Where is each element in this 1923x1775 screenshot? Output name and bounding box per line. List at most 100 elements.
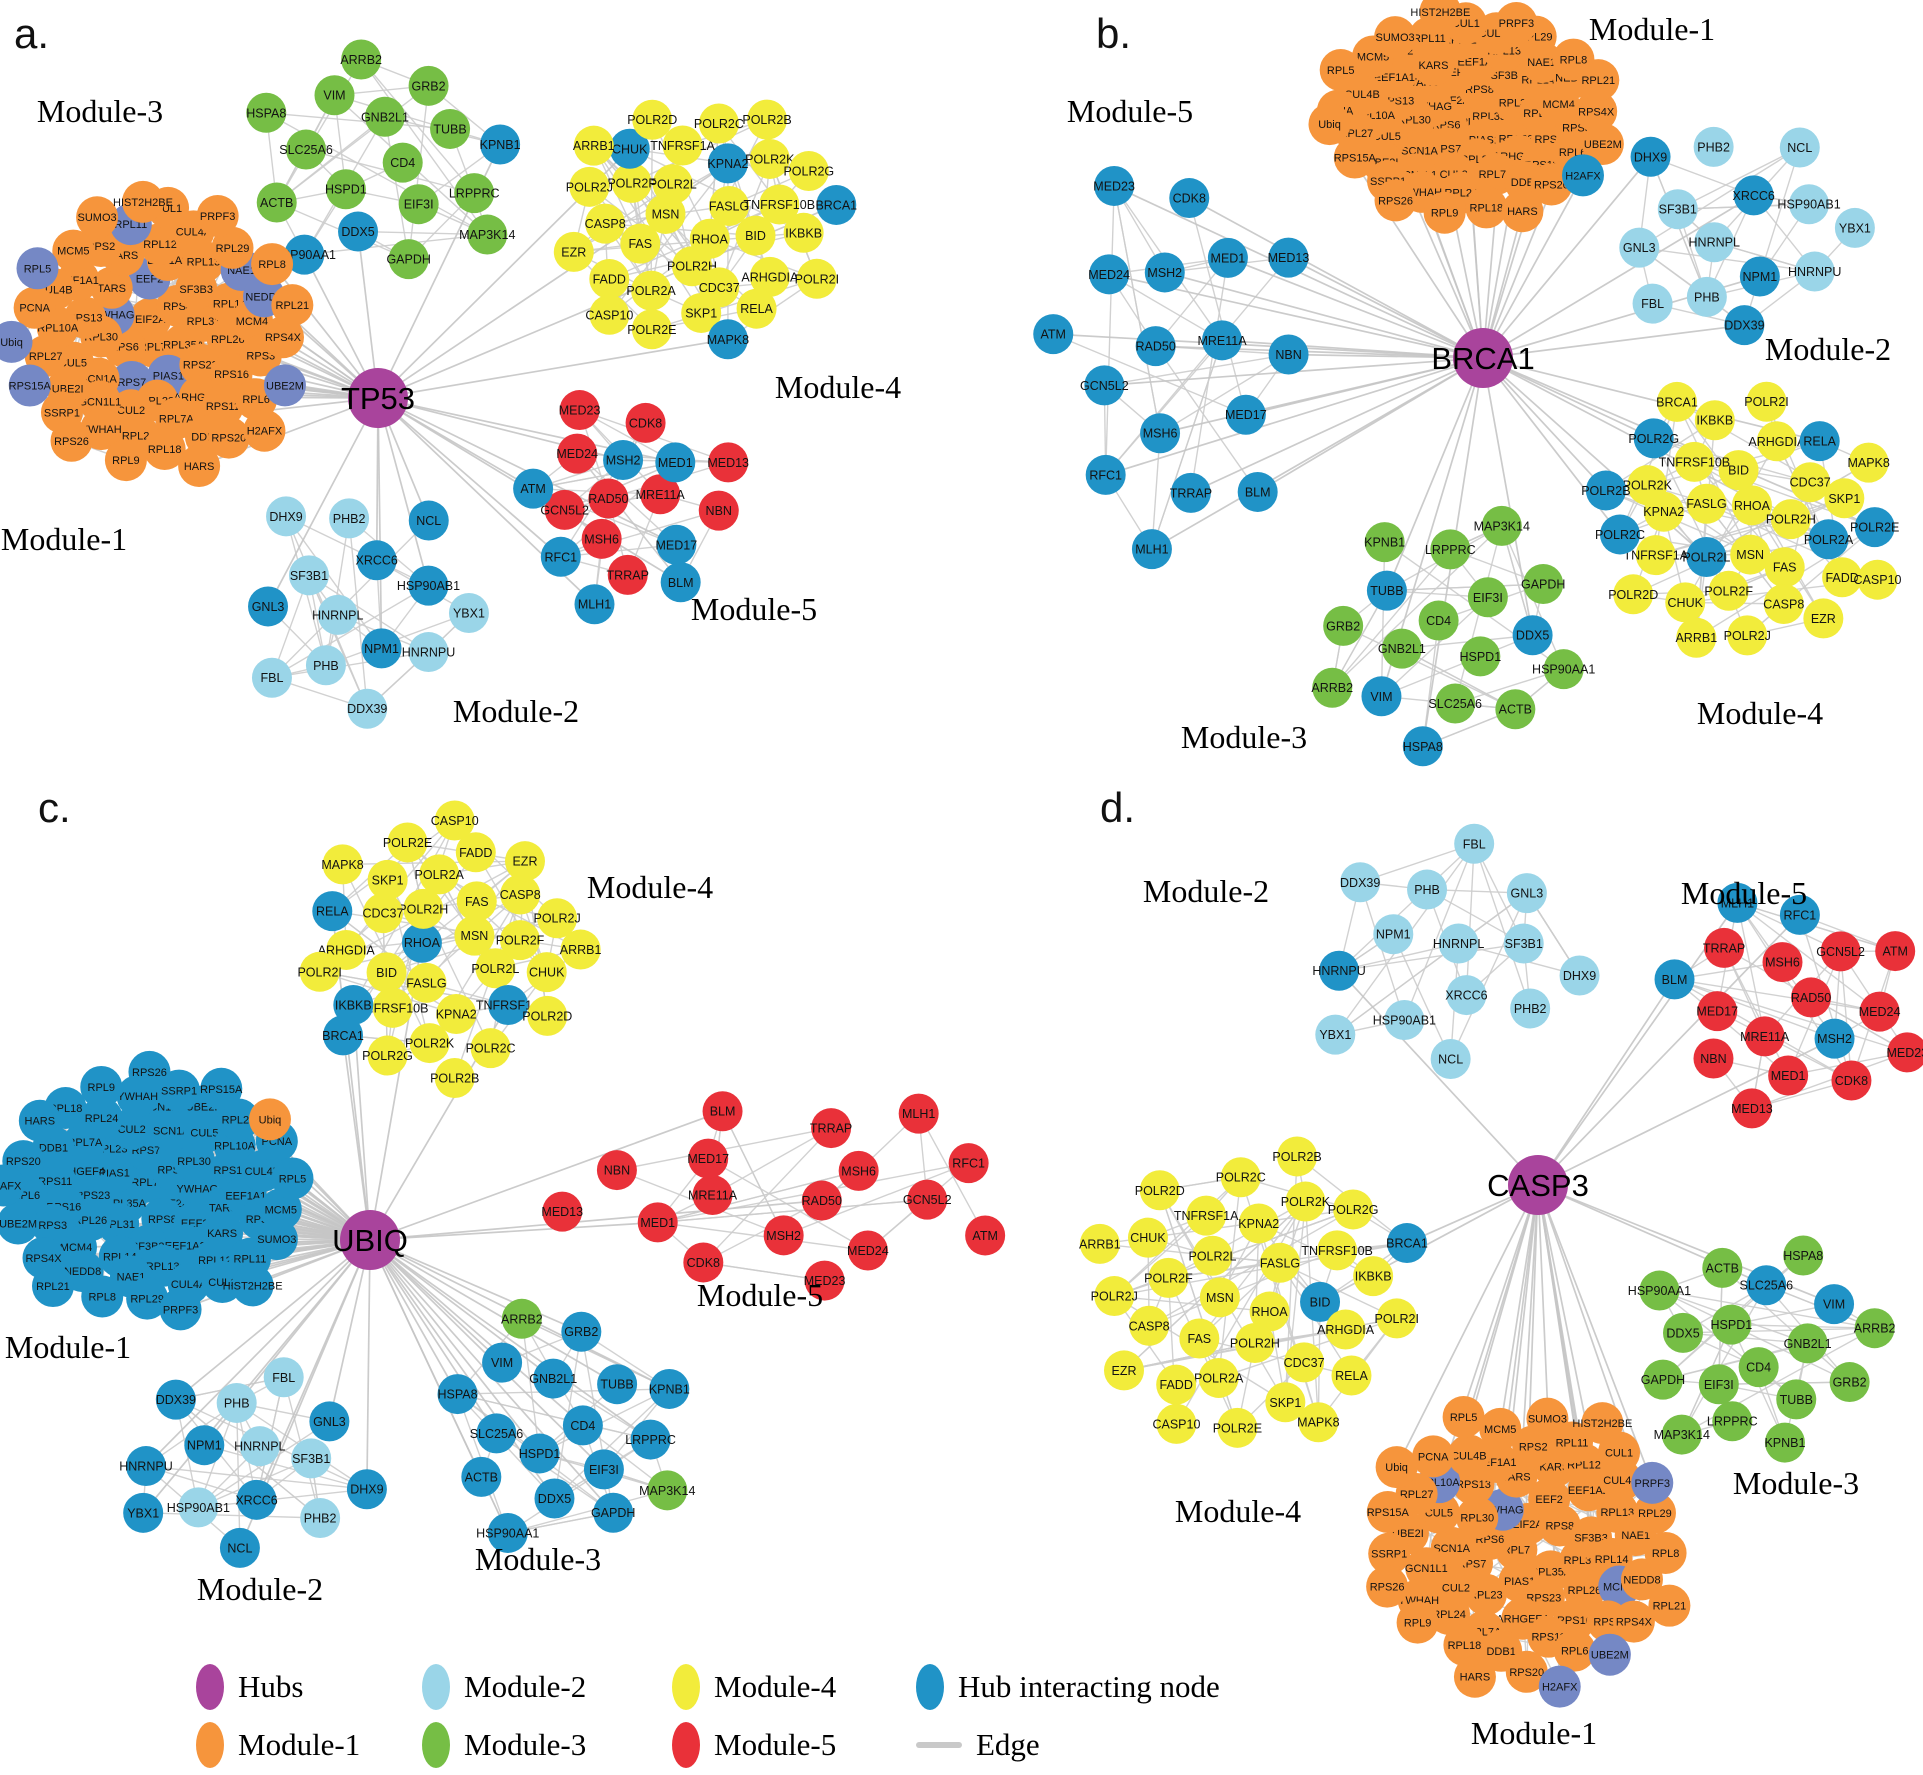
node-label-NCL: NCL <box>1438 1053 1463 1067</box>
node-label-DHX9: DHX9 <box>1563 969 1596 983</box>
node-label-SKP1: SKP1 <box>1828 492 1860 506</box>
node-label-RPL8: RPL8 <box>1652 1548 1680 1560</box>
node-label-POLR2D: POLR2D <box>627 113 677 127</box>
node-label-DDX39: DDX39 <box>1340 876 1380 890</box>
node-SLC25A6 <box>476 1413 517 1454</box>
node-label-MSH2: MSH2 <box>606 453 641 467</box>
node-PCNA <box>1412 1435 1455 1478</box>
node-label-SLC25A6: SLC25A6 <box>1740 1279 1794 1293</box>
node-RFC1 <box>540 536 581 577</box>
node-label-NPM1: NPM1 <box>1376 928 1411 942</box>
node-label-HSPD1: HSPD1 <box>1711 1318 1753 1332</box>
node-MSN <box>454 915 495 956</box>
node-GCN5L2 <box>907 1179 948 1220</box>
node-EZR <box>1803 598 1844 639</box>
node-MLH1 <box>898 1093 939 1134</box>
node-label-SF3B1: SF3B1 <box>292 1452 330 1466</box>
node-label-HNRNPU: HNRNPU <box>119 1460 172 1474</box>
node-label-NCL: NCL <box>1787 141 1812 155</box>
node-label-FASLG: FASLG <box>1260 1256 1300 1270</box>
node-POLR2K <box>749 138 790 179</box>
node-FBL <box>251 657 292 698</box>
node-label-FAS: FAS <box>628 237 652 251</box>
node-BID <box>1718 450 1759 491</box>
node-ARRB1 <box>560 929 601 970</box>
node-SLC25A6 <box>286 129 327 170</box>
node-MCM5 <box>52 229 95 272</box>
node-GRB2 <box>1829 1362 1870 1403</box>
node-SF3B1 <box>1657 189 1698 230</box>
node-label-KPNB1: KPNB1 <box>1364 536 1405 550</box>
node-CASP8 <box>585 203 626 244</box>
node-label-CDK8: CDK8 <box>687 1256 720 1270</box>
node-label-RPL7A: RPL7A <box>67 1137 103 1149</box>
node-label-RPL13: RPL13 <box>187 257 221 269</box>
node-label-PHB2: PHB2 <box>1514 1002 1547 1016</box>
node-UBE2M <box>1581 122 1624 165</box>
node-H2AFX <box>243 409 286 452</box>
node-RAD50 <box>801 1180 842 1221</box>
node-label-RPL9: RPL9 <box>1404 1618 1432 1630</box>
node-label-SSRP1: SSRP1 <box>44 407 80 419</box>
node-DDX5 <box>1662 1312 1703 1353</box>
node-LRPPRC <box>1712 1401 1753 1442</box>
node-GNL3 <box>1619 227 1660 268</box>
node-YBX1 <box>1834 207 1875 248</box>
node-HIST2H2BE <box>121 180 164 223</box>
hub-label-BRCA1: BRCA1 <box>1431 341 1534 376</box>
node-label-RPL7: RPL7 <box>131 1177 159 1189</box>
node-label-RPL6: RPL6 <box>1561 1646 1589 1658</box>
node-label-RFC1: RFC1 <box>1089 468 1122 482</box>
node-label-BLM: BLM <box>1662 973 1688 987</box>
node-HSP90AB1 <box>178 1487 219 1528</box>
node-label-FADD: FADD <box>459 846 492 860</box>
node-label-TRRAP: TRRAP <box>1703 941 1745 955</box>
node-label-RPS26: RPS26 <box>1378 195 1413 207</box>
node-POLR2I <box>299 951 340 992</box>
node-HNRNPL <box>317 594 358 635</box>
node-label-MCM5: MCM5 <box>57 246 89 258</box>
node-label-RPL10A: RPL10A <box>214 1140 256 1152</box>
node-label-RPS8: RPS8 <box>148 1214 177 1226</box>
node-DDX39 <box>1340 862 1381 903</box>
node-label-RPL9: RPL9 <box>112 455 140 467</box>
node-RPS26 <box>128 1050 171 1093</box>
node-label-MCM5: MCM5 <box>1484 1424 1516 1436</box>
module-label-a-module-1: Module-1 <box>1 521 127 557</box>
node-label-SF3B3: SF3B3 <box>179 284 213 296</box>
node-label-RAD50: RAD50 <box>1791 991 1831 1005</box>
node-label-POLR2H: POLR2H <box>1230 1336 1280 1350</box>
node-PHB <box>216 1382 257 1423</box>
node-label-HIST2H2BE: HIST2H2BE <box>223 1280 283 1292</box>
node-BRCA1 <box>1386 1223 1427 1264</box>
node-label-NPM1: NPM1 <box>364 642 399 656</box>
node-label-MSN: MSN <box>652 207 680 221</box>
node-label-TUBB: TUBB <box>600 1378 633 1392</box>
node-DDX5 <box>534 1478 575 1519</box>
node-label-RPS26: RPS26 <box>132 1067 167 1079</box>
node-label-GNB2L1: GNB2L1 <box>1378 642 1426 656</box>
node-label-RPS7: RPS7 <box>117 377 146 389</box>
node-SF3B1 <box>291 1438 332 1479</box>
node-label-RPL12: RPL12 <box>143 239 177 251</box>
node-label-YBX1: YBX1 <box>1839 221 1871 235</box>
node-label-MED24: MED24 <box>1088 268 1130 282</box>
node-TNFRSF1A <box>488 984 529 1025</box>
node-label-GNL3: GNL3 <box>313 1415 346 1429</box>
node-label-CHUK: CHUK <box>612 142 648 156</box>
node-label-POLR2G: POLR2G <box>783 164 834 178</box>
node-HSP90AA1 <box>487 1512 528 1553</box>
node-label-CASP10: CASP10 <box>1854 573 1902 587</box>
node-POLR2B <box>434 1058 475 1099</box>
node-label-H2AFX: H2AFX <box>247 426 283 438</box>
node-label-ARRB1: ARRB1 <box>1675 631 1717 645</box>
node-label-MED23: MED23 <box>559 404 601 418</box>
node-label-GNL3: GNL3 <box>252 600 285 614</box>
module-label-c-module-1: Module-1 <box>5 1329 131 1365</box>
node-label-CHUK: CHUK <box>1130 1231 1166 1245</box>
edge-line-swatch <box>916 1742 962 1748</box>
node-label-RAD50: RAD50 <box>802 1194 842 1208</box>
node-label-RPL26: RPL26 <box>211 334 245 346</box>
node-PRPF3 <box>1495 2 1538 45</box>
node-DDX39 <box>347 688 388 729</box>
